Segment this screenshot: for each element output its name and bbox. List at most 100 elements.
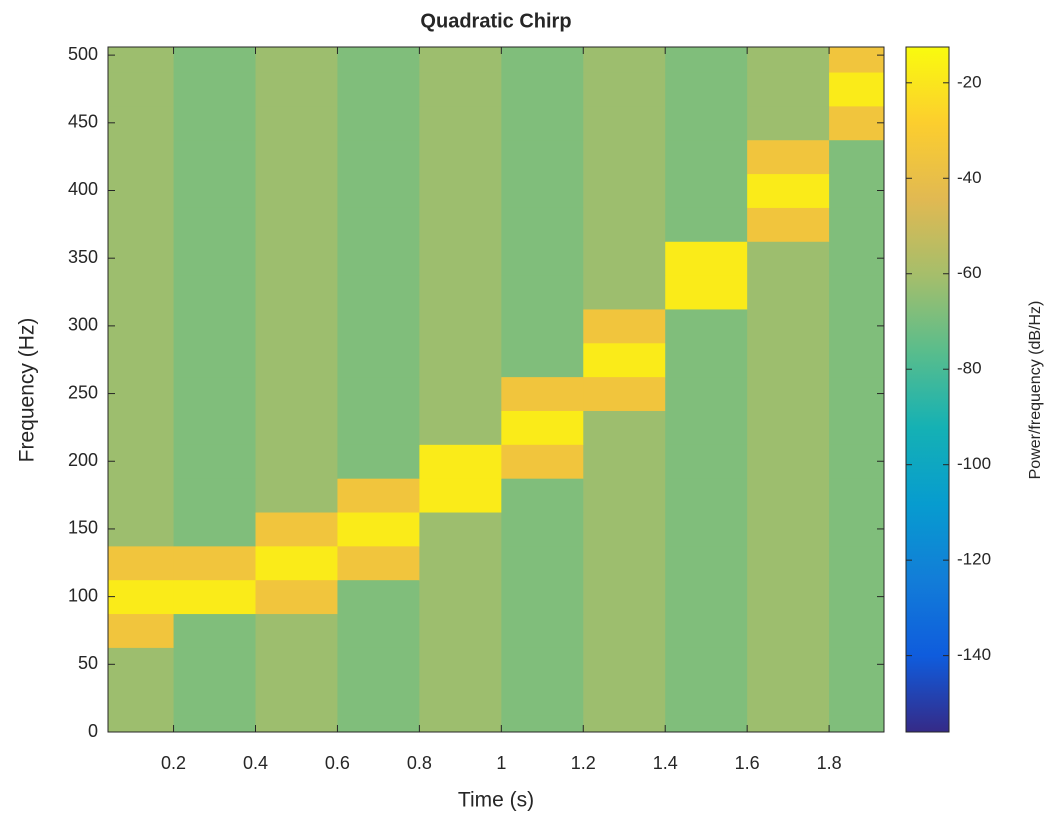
- heatmap-cell: [255, 47, 338, 73]
- heatmap-cell: [829, 342, 884, 378]
- heatmap-cell: [255, 512, 338, 547]
- heatmap-cell: [337, 545, 420, 581]
- heatmap-cell: [501, 72, 584, 107]
- heatmap-cell: [173, 647, 256, 682]
- y-tick-label: 50: [78, 653, 98, 673]
- heatmap-cell: [747, 105, 830, 141]
- heatmap-cell: [173, 72, 256, 107]
- heatmap-cell: [665, 512, 748, 547]
- heatmap-cell: [583, 275, 666, 310]
- heatmap-cell: [419, 139, 502, 175]
- heatmap-cell: [583, 512, 666, 547]
- heatmap-cell: [108, 681, 175, 716]
- heatmap-cell: [665, 681, 748, 716]
- heatmap-cell: [337, 275, 420, 310]
- heatmap-cell: [173, 512, 256, 547]
- heatmap-cell: [501, 139, 584, 175]
- heatmap-cell: [665, 342, 748, 378]
- heatmap-cell: [419, 545, 502, 581]
- heatmap-cell: [829, 241, 884, 276]
- heatmap-cell: [747, 376, 830, 411]
- heatmap-cell: [419, 376, 502, 411]
- heatmap-cell: [501, 105, 584, 141]
- heatmap-cell: [419, 72, 502, 107]
- heatmap-cell: [829, 173, 884, 208]
- heatmap-cell: [255, 275, 338, 310]
- heatmap-cell: [108, 342, 175, 378]
- heatmap-cell: [173, 47, 256, 73]
- heatmap-cell: [419, 579, 502, 615]
- heatmap-cell: [665, 241, 748, 276]
- heatmap-cell: [747, 342, 830, 378]
- heatmap-cell: [747, 512, 830, 547]
- heatmap-cell: [501, 647, 584, 682]
- y-tick-label: 0: [88, 721, 98, 741]
- colorbar-tick-label: -60: [957, 263, 982, 282]
- heatmap-cell: [501, 342, 584, 378]
- heatmap-cell: [173, 241, 256, 276]
- heatmap-cell: [747, 139, 830, 175]
- heatmap-cell: [747, 308, 830, 344]
- heatmap-cell: [829, 478, 884, 513]
- heatmap-cell: [747, 715, 830, 732]
- x-tick-label: 0.2: [161, 753, 186, 773]
- heatmap-cell: [255, 376, 338, 411]
- heatmap-cell: [173, 613, 256, 648]
- heatmap-cell: [583, 139, 666, 175]
- y-tick-label: 300: [68, 315, 98, 335]
- heatmap-cell: [337, 376, 420, 411]
- heatmap-cell: [108, 647, 175, 682]
- heatmap-cell: [255, 715, 338, 732]
- heatmap-cell: [108, 410, 175, 445]
- heatmap-cell: [665, 444, 748, 479]
- heatmap-cell: [108, 275, 175, 310]
- heatmap-cell: [583, 342, 666, 378]
- heatmap-cell: [255, 579, 338, 615]
- heatmap-cell: [419, 444, 502, 479]
- heatmap-cell: [747, 173, 830, 208]
- heatmap-cell: [108, 715, 175, 732]
- heatmap-cell: [337, 72, 420, 107]
- heatmap-cell: [583, 647, 666, 682]
- colorbar-tick-label: -100: [957, 454, 991, 473]
- heatmap-cell: [583, 681, 666, 716]
- heatmap-cell: [173, 478, 256, 513]
- heatmap-cell: [829, 715, 884, 732]
- y-tick-label: 200: [68, 450, 98, 470]
- heatmap-cell: [337, 715, 420, 732]
- heatmap-cell: [337, 207, 420, 242]
- heatmap-cell: [583, 613, 666, 648]
- y-tick-label: 450: [68, 112, 98, 132]
- heatmap-cell: [665, 410, 748, 445]
- x-tick-label: 1.4: [653, 753, 678, 773]
- y-tick-label: 250: [68, 382, 98, 402]
- heatmap-cell: [829, 72, 884, 107]
- chart-title: Quadratic Chirp: [420, 10, 571, 32]
- x-tick-label: 0.8: [407, 753, 432, 773]
- heatmap-cell: [501, 207, 584, 242]
- heatmap-cell: [337, 478, 420, 513]
- heatmap-cell: [665, 139, 748, 175]
- heatmap-cell: [829, 444, 884, 479]
- heatmap-cell: [501, 275, 584, 310]
- heatmap-cell: [173, 545, 256, 581]
- x-tick-label: 1: [496, 753, 506, 773]
- heatmap-cell: [173, 444, 256, 479]
- y-tick-label: 400: [68, 179, 98, 199]
- y-tick-label: 150: [68, 518, 98, 538]
- heatmap-cell: [337, 512, 420, 547]
- heatmap-cell: [419, 478, 502, 513]
- heatmap-cell: [419, 512, 502, 547]
- heatmap-cell: [255, 139, 338, 175]
- heatmap-cell: [337, 410, 420, 445]
- heatmap-cell: [255, 342, 338, 378]
- heatmap-cell: [501, 545, 584, 581]
- heatmap-cell: [501, 512, 584, 547]
- heatmap-cell: [747, 72, 830, 107]
- heatmap-cell: [337, 647, 420, 682]
- heatmap-cell: [419, 207, 502, 242]
- heatmap-cell: [747, 410, 830, 445]
- heatmap-cell: [665, 613, 748, 648]
- heatmap-cell: [583, 105, 666, 141]
- heatmap-cell: [583, 376, 666, 411]
